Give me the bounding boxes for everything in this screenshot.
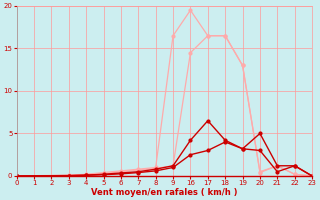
X-axis label: Vent moyen/en rafales ( km/h ): Vent moyen/en rafales ( km/h ) — [91, 188, 238, 197]
